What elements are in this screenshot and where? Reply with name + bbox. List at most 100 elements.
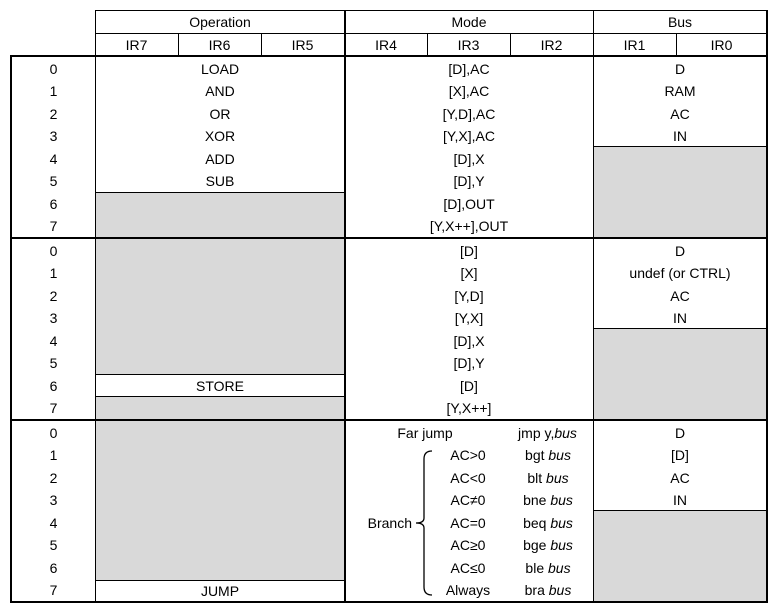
branch-mnemonic: ble bus <box>508 557 588 579</box>
mode-cell: [X] <box>460 265 478 281</box>
gray-op-s3 <box>95 421 345 580</box>
row-number: 5 <box>49 355 58 371</box>
row-number: 3 <box>49 310 58 326</box>
row-number: 6 <box>49 378 58 394</box>
row-number: 1 <box>49 83 58 99</box>
mode-cell: [D],OUT <box>443 196 495 212</box>
branch-mnemonic: bge bus <box>508 534 588 556</box>
mode-cell: [D] <box>460 243 478 259</box>
bus-cell: D <box>674 425 686 441</box>
header-ir0: IR0 <box>710 36 733 53</box>
gray-bus-s3 <box>593 511 766 602</box>
branch-condition: AC>0 <box>450 447 486 463</box>
op-sub: SUB <box>205 173 235 189</box>
mode-cell: [D],X <box>453 333 485 349</box>
branch-condition: AC<0 <box>450 470 486 486</box>
branch-condition: AC=0 <box>450 515 486 531</box>
row-number: 2 <box>49 106 58 122</box>
op-store: STORE <box>196 377 244 394</box>
mnemonic-text: bge <box>523 537 547 553</box>
row-number: 7 <box>49 582 58 598</box>
row-number: 2 <box>49 470 58 486</box>
mode-cell: [D],X <box>453 151 485 167</box>
header-ir5: IR5 <box>291 36 314 53</box>
mnemonic-text: bne <box>523 492 547 508</box>
mnemonic-text: ble <box>525 560 545 576</box>
branch-mnemonic: bne bus <box>508 489 588 511</box>
row-number: 7 <box>49 218 58 234</box>
header-mode: Mode <box>451 14 487 30</box>
bus-cell: IN <box>673 492 687 508</box>
mode-cell: [Y,X++],OUT <box>429 218 509 234</box>
mode-cell: [Y,D],AC <box>442 106 496 122</box>
row-number: 4 <box>49 151 58 167</box>
mnemonic-bus-text: bus <box>548 582 572 598</box>
header-bus: Bus <box>667 14 693 30</box>
bus-cell: D <box>674 243 686 259</box>
mode-cell: [Y,X] <box>454 310 484 326</box>
branch-condition: Always <box>445 582 491 598</box>
branch-mnemonic: blt bus <box>508 467 588 489</box>
far-jump-mnemonic: jmp y, bus <box>505 422 590 444</box>
branch-mnemonic: bgt bus <box>508 444 588 466</box>
gray-bus-s1 <box>593 147 766 237</box>
mode-cell: [Y,D] <box>454 288 484 304</box>
far-jump-mnemonic-text: jmp y, <box>518 425 555 441</box>
row-number: 0 <box>49 425 58 441</box>
bus-cell: AC <box>670 106 690 122</box>
bus-cell: [D] <box>671 447 689 463</box>
bus-cell: RAM <box>664 83 696 99</box>
row-number: 4 <box>49 333 58 349</box>
far-jump-bus-text: bus <box>554 425 577 441</box>
row-number: 5 <box>49 173 58 189</box>
bus-cell: AC <box>670 470 690 486</box>
mnemonic-bus-text: bus <box>548 560 571 576</box>
mnemonic-bus-text: bus <box>548 447 571 463</box>
bus-cell: IN <box>673 128 687 144</box>
row-number: 6 <box>49 560 58 576</box>
row-number: 1 <box>49 265 58 281</box>
row-number: 0 <box>49 61 58 77</box>
mode-cell: [Y,X++] <box>446 400 492 416</box>
op-xor: XOR <box>204 128 236 144</box>
mnemonic-bus-text: bus <box>550 515 573 531</box>
mnemonic-bus-text: bus <box>546 470 569 486</box>
op-load: LOAD <box>200 61 240 77</box>
branch-condition: AC≤0 <box>450 560 486 576</box>
mnemonic-bus-text: bus <box>550 492 573 508</box>
mnemonic-text: bgt <box>525 447 545 463</box>
branch-label: Branch <box>367 515 412 531</box>
far-jump-label: Far jump <box>397 425 453 441</box>
op-jump: JUMP <box>200 583 240 599</box>
row-number: 2 <box>49 288 58 304</box>
header-ir7: IR7 <box>125 36 148 53</box>
branch-mnemonic: bra bus <box>508 579 588 601</box>
header-operation: Operation <box>189 14 251 30</box>
row-number: 5 <box>49 537 58 553</box>
mode-cell: [D] <box>460 378 478 394</box>
row-number: 3 <box>49 492 58 508</box>
mode-cell: [Y,X],AC <box>443 128 495 144</box>
row-number: 1 <box>49 447 58 463</box>
header-ir3: IR3 <box>457 36 480 53</box>
mode-cell: [D],Y <box>453 173 485 189</box>
gray-op-s2a <box>95 238 345 374</box>
mode-cell: [D],Y <box>453 355 485 371</box>
bus-cell: undef (or CTRL) <box>629 265 731 281</box>
row-number: 4 <box>49 515 58 531</box>
branch-brace-icon <box>415 450 433 596</box>
mnemonic-text: blt <box>527 470 543 486</box>
mode-cell: [X],AC <box>448 83 490 99</box>
header-ir1: IR1 <box>623 36 646 53</box>
gray-bus-s2 <box>593 329 766 419</box>
op-or: OR <box>209 106 231 122</box>
branch-mnemonic: beq bus <box>508 512 588 534</box>
mnemonic-text: beq <box>523 515 547 531</box>
op-add: ADD <box>205 151 235 167</box>
row-number: 7 <box>49 400 58 416</box>
bus-cell: AC <box>670 288 690 304</box>
row-number: 0 <box>49 243 58 259</box>
gray-op-s1 <box>95 192 345 237</box>
header-ir2: IR2 <box>540 36 563 53</box>
